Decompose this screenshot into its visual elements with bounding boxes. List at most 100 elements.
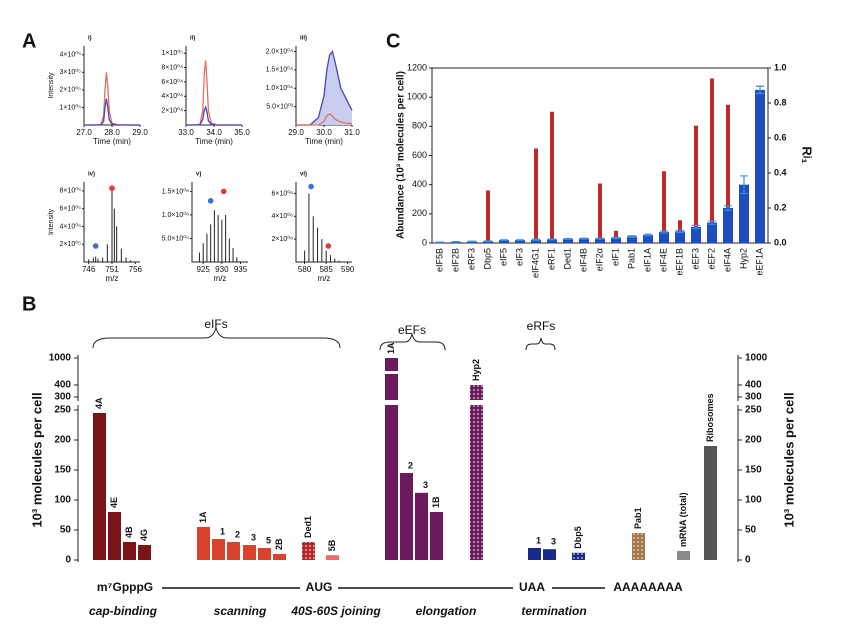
line — [296, 50, 353, 126]
stage-label: elongation — [416, 604, 477, 618]
y-tick-label: 600 — [412, 150, 427, 160]
marker — [325, 243, 332, 249]
bar-label: 4E — [109, 497, 119, 508]
error-bar — [708, 220, 716, 225]
bar-break — [385, 371, 398, 374]
bar-label: 3 — [251, 532, 256, 542]
line — [84, 72, 140, 126]
group-brace — [379, 333, 446, 351]
bar-label: 5B — [327, 539, 337, 551]
subplot-title: iii) — [300, 36, 307, 42]
group-label: eRFs — [527, 319, 556, 333]
y-tick-label: 200 — [54, 435, 71, 446]
bar-label: 1A — [386, 342, 396, 354]
subplot-title: ii) — [190, 36, 195, 42]
axis-break — [734, 401, 742, 405]
bar-label: 1B — [431, 496, 441, 508]
x-tick-label: eIF1A — [642, 248, 652, 272]
subplot-title: vi) — [300, 172, 307, 178]
y-tick-label: 0 — [422, 237, 427, 247]
x-tick-label: eEF1A — [754, 248, 764, 276]
y-tick-label: 3×10⁰⁵ — [60, 68, 82, 76]
y-tick-label: 400 — [412, 179, 427, 189]
x-tick-label: 30.0 — [316, 128, 332, 137]
abundance-bar — [643, 234, 653, 243]
y-tick-label: 50 — [60, 525, 72, 536]
error-bar — [468, 240, 476, 243]
y-tick-label: 1.5×10⁰⁶ — [162, 187, 189, 195]
y-tick-label: 150 — [745, 465, 762, 476]
x-tick-label: 930 — [215, 265, 229, 274]
abundance-bar — [707, 222, 717, 243]
x-tick-label: 31.0 — [344, 128, 360, 137]
y-tick-label: 1.0×10⁰⁴ — [266, 84, 293, 92]
x-tick-label: 33.0 — [178, 128, 194, 137]
x-tick-label: Pab1 — [626, 248, 636, 269]
y-axis-label: Intensity — [48, 208, 55, 235]
bar — [123, 542, 136, 560]
x-tick-label: Hyp2 — [738, 248, 748, 269]
x-tick-label: 580 — [298, 265, 312, 274]
x-tick-label: eEF3 — [690, 248, 700, 270]
y2-tick-label: 1.0 — [774, 62, 787, 72]
line — [84, 98, 140, 126]
abundance-bar — [579, 238, 589, 243]
y-tick-label: 1200 — [407, 62, 427, 72]
bar-label: 1 — [220, 526, 225, 536]
bar-label: 2 — [235, 529, 240, 539]
x-tick-label: eEF1B — [674, 248, 684, 276]
bar — [197, 527, 210, 560]
r-bar — [486, 190, 490, 243]
bar-break — [470, 400, 483, 405]
group-label: eEFs — [398, 323, 426, 337]
abundance-bar — [595, 238, 605, 243]
bar-label: Pab1 — [633, 507, 643, 529]
subplot-title: v) — [196, 172, 201, 178]
x-tick-label: 585 — [319, 265, 333, 274]
x-tick-label: 756 — [129, 265, 143, 274]
bar-label: 1A — [198, 511, 208, 523]
y-axis-label: 10³ molecules per cell — [781, 392, 796, 527]
y-tick-label: 1.0×10⁰⁶ — [162, 211, 189, 219]
y-tick-label: 2×10⁰⁶ — [272, 235, 294, 243]
y-tick-label: 4×10⁰⁴ — [161, 92, 183, 100]
x-tick-label: 925 — [197, 265, 211, 274]
y-tick-label: 100 — [54, 495, 71, 506]
x-axis-label: Time (min) — [195, 137, 233, 146]
bar — [93, 413, 106, 560]
y-tick-label: 0 — [65, 555, 71, 566]
landmark: UAA — [519, 580, 545, 594]
error-bar — [580, 237, 588, 240]
bar-label: 3 — [423, 480, 428, 490]
y-tick-label: 6×10⁰⁵ — [60, 205, 82, 213]
error-bar — [516, 239, 524, 241]
x-tick-label: 29.0 — [132, 128, 148, 137]
x-tick-label: 28.0 — [104, 128, 120, 137]
abundance-bar — [675, 231, 685, 243]
bar-label: 4A — [94, 397, 104, 409]
group-label: eIFs — [204, 317, 227, 331]
y-tick-label: 1000 — [745, 353, 768, 364]
line — [186, 104, 242, 126]
y2-tick-label: 0.0 — [774, 237, 787, 247]
bar-label: 5 — [266, 535, 271, 545]
bar-label: 4G — [139, 529, 149, 541]
bar — [258, 548, 271, 560]
landmark: AAAAAAAA — [613, 580, 683, 594]
y-tick-label: 6×10⁰⁶ — [272, 189, 294, 197]
x-tick-label: Ded1 — [562, 248, 572, 270]
r-bar — [534, 148, 538, 243]
bar — [400, 473, 413, 560]
line — [296, 113, 353, 126]
subplot-title: i) — [88, 36, 92, 42]
abundance-bar — [659, 232, 669, 243]
landmark: AUG — [306, 580, 333, 594]
bar — [243, 545, 256, 560]
y-tick-label: 250 — [54, 405, 71, 416]
error-bar — [484, 240, 492, 243]
r-bar — [726, 104, 730, 243]
bar-pattern — [302, 542, 315, 560]
x-tick-label: eIF2α — [594, 248, 604, 271]
y-tick-label: 800 — [412, 121, 427, 131]
axis-line — [185, 46, 242, 126]
